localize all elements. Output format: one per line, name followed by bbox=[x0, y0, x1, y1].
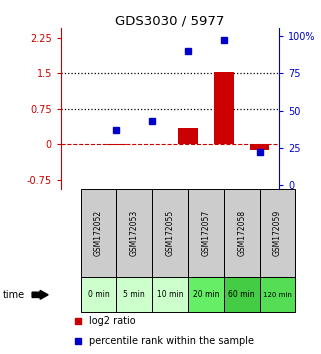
Bar bbox=[117, 189, 152, 277]
Bar bbox=[260, 277, 295, 312]
Text: GSM172052: GSM172052 bbox=[94, 210, 103, 256]
Bar bbox=[178, 128, 198, 144]
Text: 5 min: 5 min bbox=[124, 290, 145, 299]
Text: percentile rank within the sample: percentile rank within the sample bbox=[89, 336, 254, 346]
Text: 10 min: 10 min bbox=[157, 290, 183, 299]
Text: GSM172057: GSM172057 bbox=[201, 210, 210, 256]
Bar bbox=[81, 189, 117, 277]
Text: GSM172053: GSM172053 bbox=[130, 210, 139, 256]
Text: 60 min: 60 min bbox=[228, 290, 255, 299]
Bar bbox=[214, 72, 234, 144]
Bar bbox=[81, 277, 117, 312]
Text: GSM172055: GSM172055 bbox=[166, 210, 175, 256]
Text: GSM172059: GSM172059 bbox=[273, 210, 282, 256]
Text: log2 ratio: log2 ratio bbox=[89, 316, 136, 326]
Text: 120 min: 120 min bbox=[263, 292, 292, 298]
Bar bbox=[224, 277, 260, 312]
Text: GSM172058: GSM172058 bbox=[237, 210, 246, 256]
Bar bbox=[188, 277, 224, 312]
Title: GDS3030 / 5977: GDS3030 / 5977 bbox=[116, 14, 225, 27]
Bar bbox=[250, 144, 269, 150]
Bar bbox=[188, 189, 224, 277]
Bar bbox=[152, 189, 188, 277]
Bar bbox=[152, 277, 188, 312]
Text: 20 min: 20 min bbox=[193, 290, 219, 299]
Bar bbox=[107, 144, 126, 145]
Text: time: time bbox=[3, 290, 25, 300]
Text: 0 min: 0 min bbox=[88, 290, 109, 299]
Bar bbox=[224, 189, 260, 277]
Bar bbox=[260, 189, 295, 277]
Bar bbox=[117, 277, 152, 312]
